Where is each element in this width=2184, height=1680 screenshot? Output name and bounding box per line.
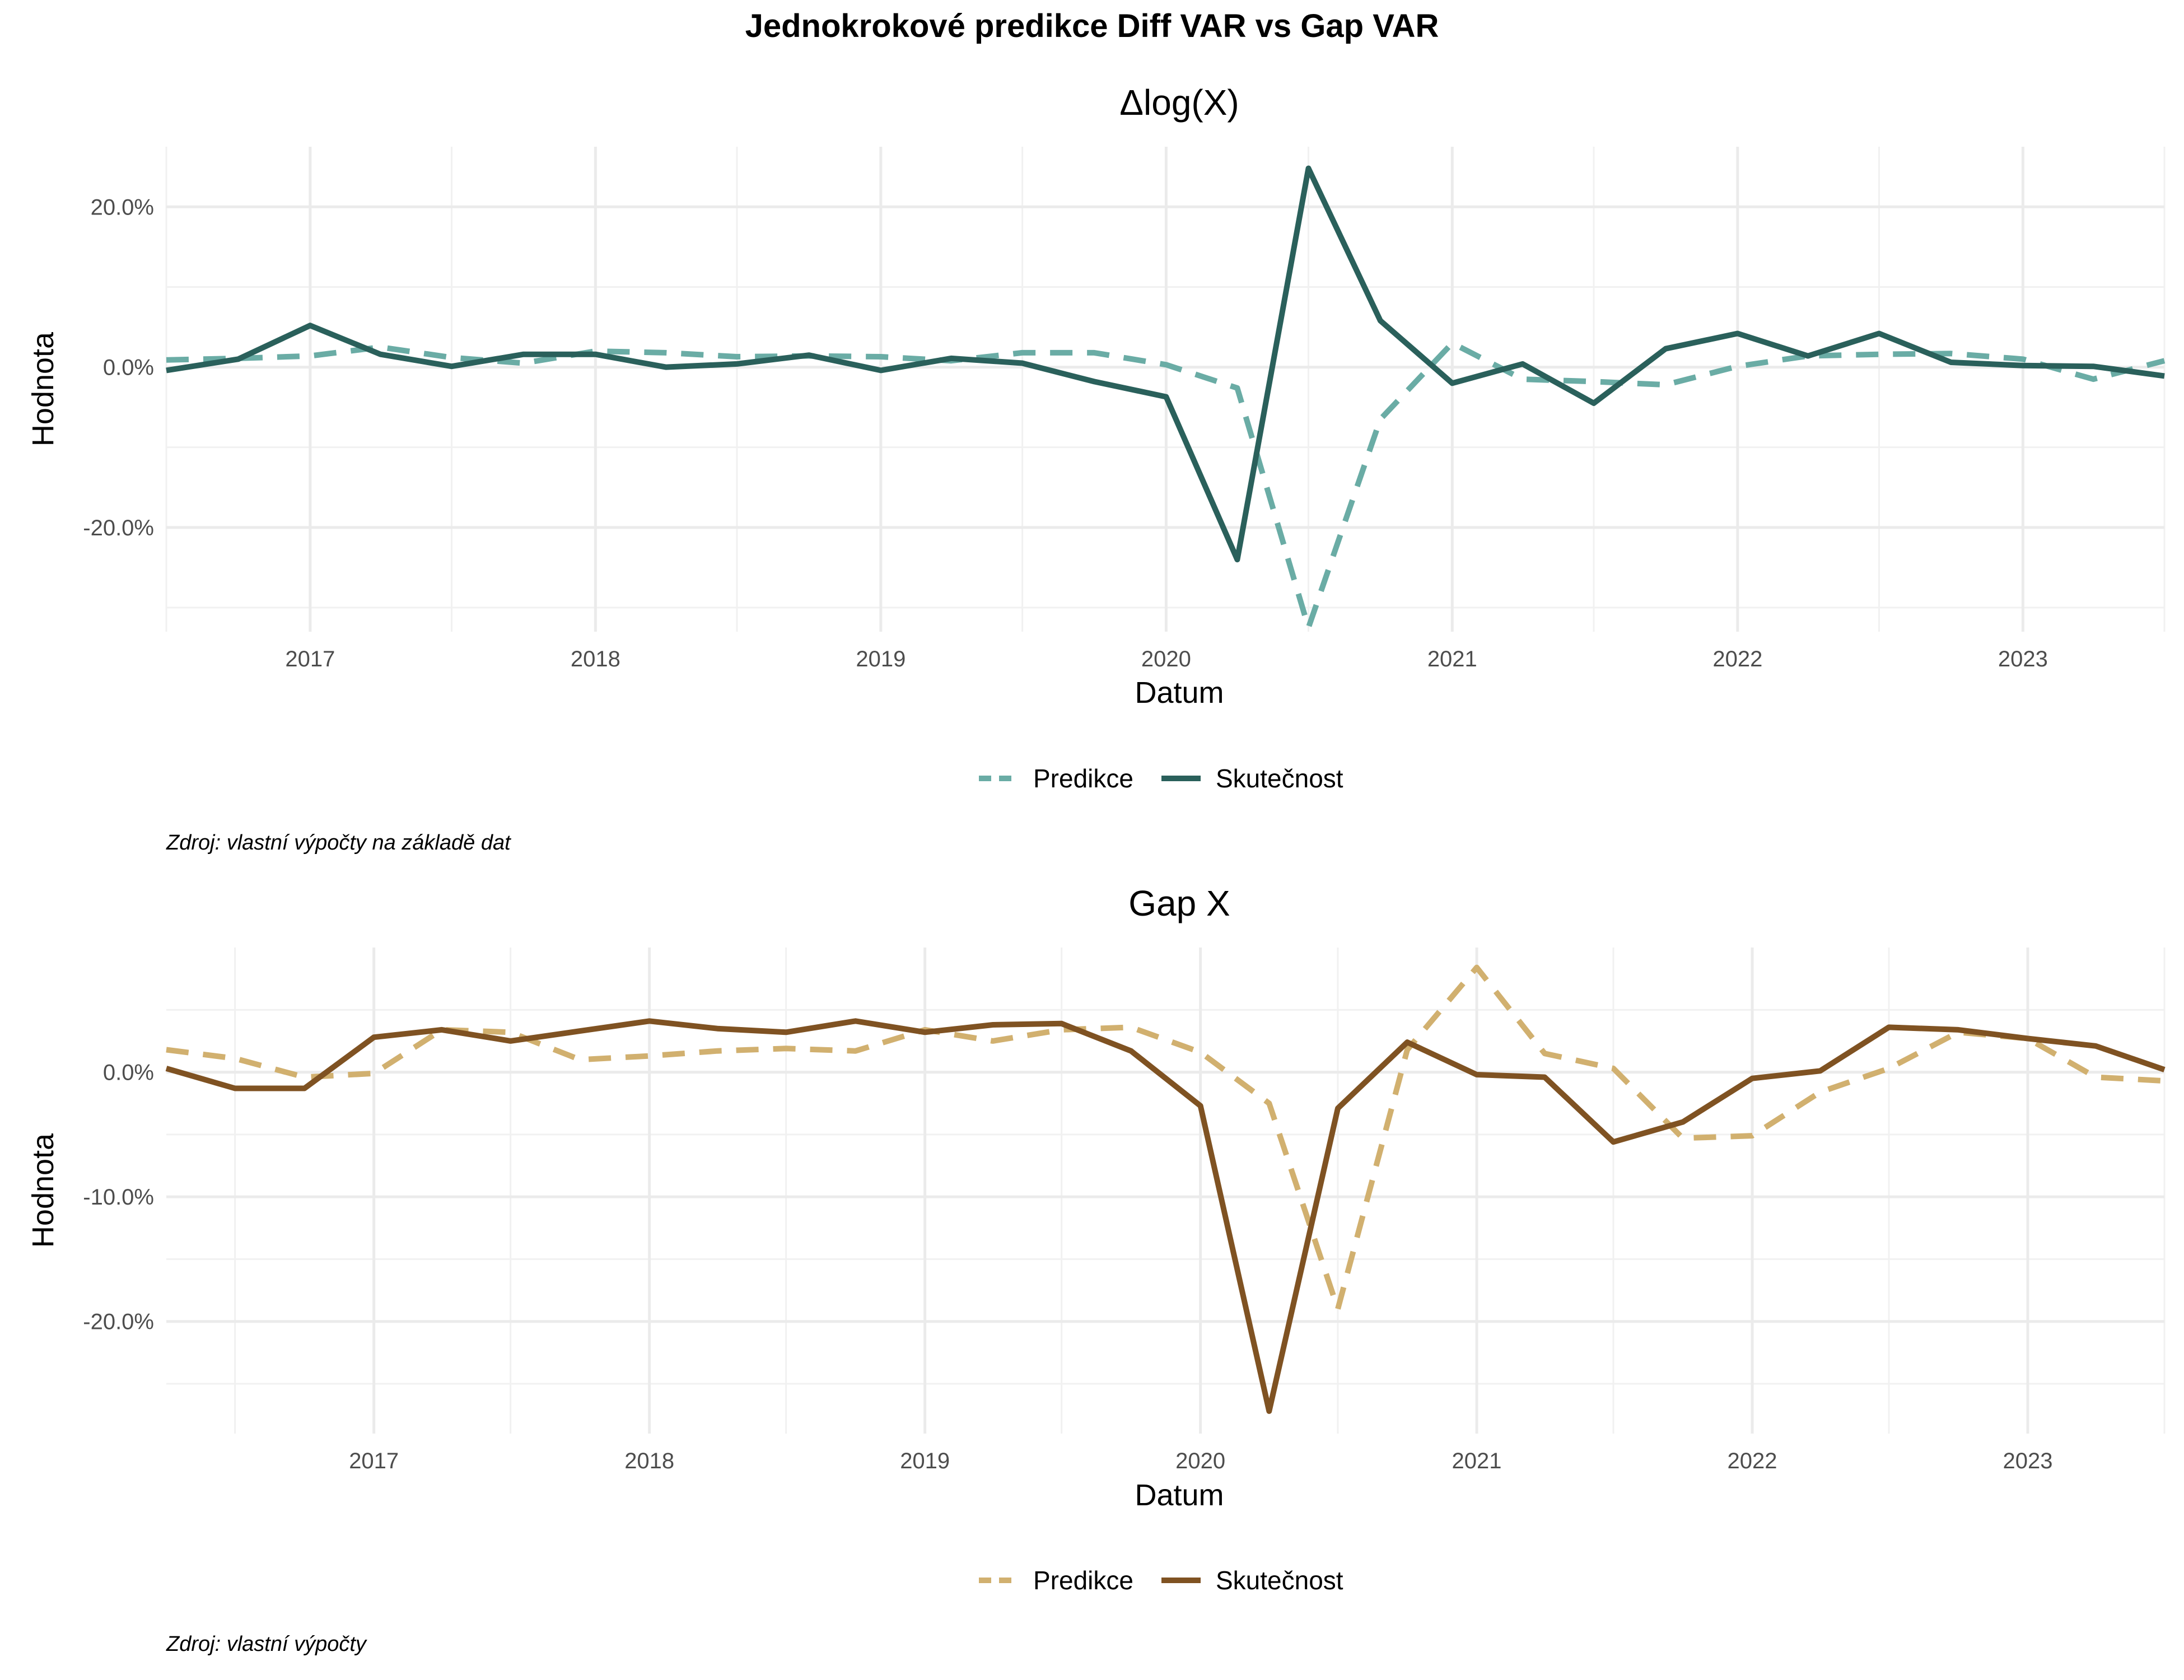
y-axis-title: Hodnota — [26, 1133, 60, 1248]
y-tick-label: -20.0% — [83, 516, 154, 540]
y-axis-title: Hodnota — [26, 332, 60, 446]
y-tick-label: 0.0% — [103, 356, 154, 380]
x-tick-label: 2017 — [285, 647, 335, 671]
series-line-skutecnost — [165, 1018, 2166, 1414]
caption: Zdroj: vlastní výpočty — [166, 1632, 367, 1656]
x-tick-label: 2022 — [1728, 1449, 1777, 1473]
y-tick-label: 0.0% — [103, 1061, 154, 1085]
legend-label: Skutečnost — [1216, 1566, 1343, 1595]
x-tick-label: 2019 — [856, 647, 906, 671]
legend-label: Predikce — [1033, 764, 1133, 793]
y-tick-label: -20.0% — [83, 1310, 154, 1334]
y-tick-label: -10.0% — [83, 1185, 154, 1210]
x-tick-label: 2019 — [900, 1449, 950, 1473]
panel-dlog-x: 2017 2018 2019 2020 2021 2022 2023 -20.0% 0.0% 20… — [26, 82, 2166, 855]
legend-label: Predikce — [1033, 1566, 1133, 1595]
series-line-predikce — [166, 964, 2165, 1312]
x-tick-label: 2020 — [1141, 647, 1191, 671]
legend-label: Skutečnost — [1216, 764, 1343, 793]
x-tick-label: 2023 — [2003, 1449, 2053, 1473]
x-tick-label: 2021 — [1427, 647, 1477, 671]
x-tick-label: 2020 — [1175, 1449, 1225, 1473]
x-tick-label: 2017 — [349, 1449, 399, 1473]
x-axis-title: Datum — [1135, 676, 1224, 710]
series-line-predikce — [166, 340, 2166, 631]
x-tick-label: 2018 — [571, 647, 620, 671]
panel-title: Gap X — [1128, 883, 1230, 923]
x-tick-label: 2018 — [624, 1449, 674, 1473]
x-axis-title: Datum — [1135, 1478, 1224, 1512]
x-tick-label: 2022 — [1712, 647, 1762, 671]
figure-title: Jednokrokové predikce Diff VAR vs Gap VA… — [745, 8, 1439, 44]
x-tick-label: 2023 — [1998, 647, 2048, 671]
x-tick-label: 2021 — [1452, 1449, 1502, 1473]
series-line-skutecnost — [166, 165, 2165, 563]
caption: Zdroj: vlastní výpočty na základě dat — [166, 831, 511, 855]
y-tick-label: 20.0% — [91, 195, 154, 220]
panel-gap-x: 2017 2018 2019 2020 2021 2022 2023 -20.0% -10.0%… — [26, 883, 2166, 1656]
panel-title: Δlog(X) — [1119, 82, 1239, 123]
